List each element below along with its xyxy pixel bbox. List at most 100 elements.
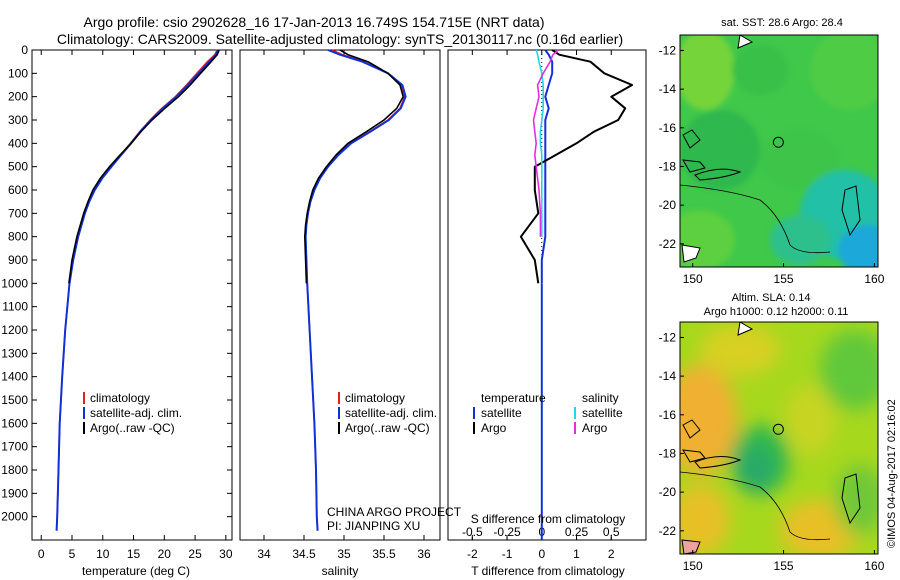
legend-label-t-satellite: satellite <box>481 406 522 420</box>
map-axes: 150 155 160 -12 -14 -16 -18 -20 -22 150 155 160 -12 -… <box>659 43 885 573</box>
sst-map-frame <box>679 34 879 268</box>
map-ytick-label: -22 <box>659 237 677 251</box>
ytick-label: 700 <box>8 206 28 220</box>
xtick-label: 1 <box>573 547 580 561</box>
xtick-label: 0 <box>538 547 545 561</box>
xtick-label: 15 <box>127 547 141 561</box>
ytick-label: 0 <box>21 43 28 57</box>
map-ytick-label: -12 <box>659 330 677 344</box>
xtick-label: 0 <box>38 547 45 561</box>
ytick-label: 1900 <box>1 486 28 500</box>
legend-title-salinity: salinity <box>582 391 619 405</box>
sla-map-title-line2: Argo h1000: 0.12 h2000: 0.11 <box>704 306 849 318</box>
series-satellite <box>55 49 219 531</box>
difference-legend: temperature salinity satellite Argo sate… <box>473 391 623 435</box>
legend-label-argo: Argo(..raw -QC) <box>345 421 430 435</box>
salinity-panel: 34 34.5 35 35.5 36 <box>257 49 431 561</box>
ytick-label: 100 <box>8 66 28 80</box>
ytick-label: 1200 <box>1 323 28 337</box>
series-satellite <box>304 49 407 531</box>
map-xtick-label: 160 <box>864 559 884 573</box>
difference-axes <box>447 49 647 541</box>
ytick-label: 800 <box>8 230 28 244</box>
s-xtick-label: -0.5 <box>462 525 483 539</box>
xtick-label: 5 <box>69 547 76 561</box>
xtick-label: 30 <box>219 547 233 561</box>
xtick-label: -2 <box>467 547 478 561</box>
series-s-satellite <box>535 49 544 237</box>
project-annotation: CHINA ARGO PROJECT <box>327 505 462 519</box>
s-difference-xlabel: S difference from climatology <box>471 512 626 526</box>
legend-label-argo: Argo(..raw -QC) <box>90 421 175 435</box>
series-t-argo <box>519 49 634 284</box>
xtick-label: 25 <box>188 547 202 561</box>
ytick-label: 1600 <box>1 416 28 430</box>
sla-map-title-line1: Altim. SLA: 0.14 <box>732 292 811 304</box>
map-xtick-label: 150 <box>683 272 703 286</box>
xtick-label: 34.5 <box>292 547 316 561</box>
map-ytick-label: -14 <box>659 82 677 96</box>
argo-location-marker <box>772 136 784 148</box>
map-ytick-label: -14 <box>659 369 677 383</box>
map-ytick-label: -12 <box>659 43 677 57</box>
salinity-legend: climatology satellite-adj. clim. Argo(..… <box>338 391 437 435</box>
ytick-label: 400 <box>8 136 28 150</box>
xtick-label: 36 <box>417 547 431 561</box>
ytick-label: 300 <box>8 113 28 127</box>
series-climatology <box>304 49 406 531</box>
xtick-label: 2 <box>608 547 615 561</box>
ytick-label: 500 <box>8 160 28 174</box>
map-xtick-label: 160 <box>864 272 884 286</box>
pi-annotation: PI: JIANPING XU <box>327 519 420 533</box>
xtick-label: 20 <box>158 547 172 561</box>
ytick-label: 1300 <box>1 346 28 360</box>
ytick-label: 1500 <box>1 393 28 407</box>
ytick-label: 1800 <box>1 463 28 477</box>
series-argo <box>304 49 404 284</box>
legend-title-temperature: temperature <box>481 391 546 405</box>
ytick-label: 900 <box>8 253 28 267</box>
map-xtick-label: 150 <box>683 559 703 573</box>
temperature-panel: 0100200300400500600700800900100011001200… <box>1 43 233 561</box>
sst-map-title: sat. SST: 28.6 Argo: 28.4 <box>721 17 843 29</box>
map-ytick-label: -18 <box>659 159 677 173</box>
figure-title-line1: Argo profile: csio 2902628_16 17-Jan-201… <box>83 14 544 30</box>
temperature-axes <box>31 49 233 541</box>
temperature-xlabel: temperature (deg C) <box>82 564 190 578</box>
xtick-label: 10 <box>96 547 110 561</box>
series-climatology <box>55 49 218 531</box>
ytick-label: 2000 <box>1 510 28 524</box>
legend-label-t-argo: Argo <box>481 421 507 435</box>
sla-map <box>680 322 878 554</box>
ytick-label: 1400 <box>1 370 28 384</box>
legend-label-climatology: climatology <box>345 391 405 405</box>
salinity-xlabel: salinity <box>322 564 359 578</box>
legend-label-climatology: climatology <box>90 391 150 405</box>
temperature-legend: climatology satellite-adj. clim. Argo(..… <box>83 391 182 435</box>
series-s-argo <box>532 49 560 237</box>
s-xtick-label: 0.25 <box>565 525 589 539</box>
legend-label-s-satellite: satellite <box>582 406 623 420</box>
s-xtick-label: 0.5 <box>603 525 620 539</box>
argo-location-marker <box>772 423 784 435</box>
ytick-label: 200 <box>8 90 28 104</box>
map-ytick-label: -20 <box>659 198 677 212</box>
map-xtick-label: 155 <box>774 272 794 286</box>
map-xtick-label: 155 <box>774 559 794 573</box>
figure-title-line2: Climatology: CARS2009. Satellite-adjuste… <box>57 31 623 47</box>
series-argo <box>68 49 220 284</box>
map-ytick-label: -22 <box>659 524 677 538</box>
xtick-label: -1 <box>502 547 513 561</box>
s-xtick-label: -0.25 <box>493 525 521 539</box>
salinity-axes <box>239 49 441 541</box>
xtick-label: 35.5 <box>372 547 396 561</box>
t-difference-xlabel: T difference from climatology <box>471 564 625 578</box>
ytick-label: 1100 <box>2 300 28 314</box>
map-ytick-label: -20 <box>659 485 677 499</box>
xtick-label: 34 <box>257 547 271 561</box>
timestamp: ©IMOS 04-Aug-2017 02:16:02 <box>886 399 898 548</box>
map-ytick-label: -16 <box>659 121 677 135</box>
sla-map-frame <box>679 321 879 555</box>
